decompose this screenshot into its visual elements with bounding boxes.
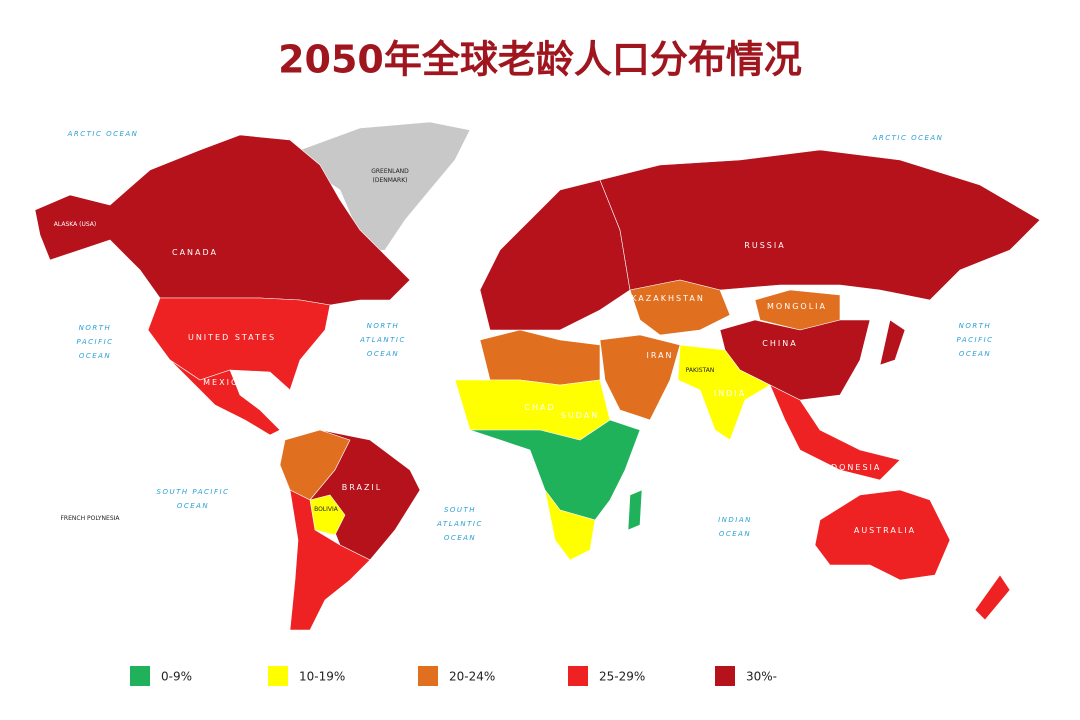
ocean-label: NORTH <box>79 324 112 332</box>
ocean-label: OCEAN <box>79 352 111 360</box>
legend-swatch <box>715 666 735 686</box>
legend-label: 20-24% <box>449 670 495 684</box>
map-labels: ARCTIC OCEAN ARCTIC OCEAN GREENLAND (DEN… <box>54 130 993 542</box>
legend-swatch <box>268 666 288 686</box>
legend-label: 30%- <box>746 670 777 684</box>
place-label: FRENCH POLYNESIA <box>60 515 120 522</box>
ocean-label: ATLANTIC <box>436 520 483 528</box>
kazakhstan <box>629 279 731 336</box>
country-label: INDONESIA <box>819 463 882 472</box>
ocean-label: PACIFIC <box>956 336 993 344</box>
ocean-label: PACIFIC <box>76 338 113 346</box>
country-label: RUSSIA <box>744 241 785 250</box>
country-label: (DENMARK) <box>373 177 408 184</box>
country-label: CHINA <box>762 339 797 348</box>
new-zealand <box>974 574 1011 621</box>
country-label: IRAN <box>646 351 673 360</box>
country-label: MONGOLIA <box>767 302 827 311</box>
ocean-label: OCEAN <box>719 530 751 538</box>
legend-swatch <box>568 666 588 686</box>
russia <box>599 149 1041 301</box>
southern-africa <box>544 489 596 561</box>
madagascar <box>627 489 643 531</box>
ocean-label: ATLANTIC <box>359 336 406 344</box>
australia <box>814 489 951 581</box>
ocean-label: OCEAN <box>444 534 476 542</box>
ocean-label: ARCTIC OCEAN <box>67 130 139 138</box>
ocean-label: ARCTIC OCEAN <box>872 134 944 142</box>
country-label: CHAD <box>524 403 555 412</box>
canada <box>34 134 411 306</box>
ocean-label: NORTH <box>959 322 992 330</box>
country-label: KAZAKHSTAN <box>631 294 705 303</box>
mexico <box>169 359 281 436</box>
country-label: GREENLAND <box>371 168 409 175</box>
legend-label: 25-29% <box>599 670 645 684</box>
ocean-label: OCEAN <box>367 350 399 358</box>
country-label: AUSTRALIA <box>854 526 916 535</box>
country-label: PAKISTAN <box>686 367 715 374</box>
japan <box>879 319 906 366</box>
country-label: CANADA <box>172 248 218 257</box>
central-africa <box>469 419 641 521</box>
map <box>34 121 1041 631</box>
south-america-south <box>289 489 371 631</box>
legend-label: 10-19% <box>299 670 345 684</box>
ocean-label: SOUTH <box>444 506 476 514</box>
middle-east <box>599 334 681 421</box>
country-label: ALASKA (USA) <box>54 221 96 228</box>
europe <box>479 179 631 331</box>
north-africa <box>479 329 601 386</box>
title: 2050年全球老龄人口分布情况 <box>278 38 802 82</box>
country-label: BOLIVIA <box>314 506 339 513</box>
country-label: SUDAN <box>561 411 599 420</box>
country-label: MEXICO <box>203 378 247 387</box>
ocean-label: NORTH <box>367 322 400 330</box>
india <box>677 344 771 441</box>
southeast-asia <box>769 384 901 481</box>
country-label: UNITED STATES <box>188 333 276 342</box>
legend: 0-9% 10-19% 20-24% 25-29% 30%- <box>130 666 777 686</box>
ocean-label: INDIAN <box>718 516 752 524</box>
ocean-label: OCEAN <box>177 502 209 510</box>
legend-swatch <box>130 666 150 686</box>
ocean-label: SOUTH PACIFIC <box>157 488 230 496</box>
legend-swatch <box>418 666 438 686</box>
country-label: INDIA <box>714 389 746 398</box>
country-label: BRAZIL <box>342 483 383 492</box>
ocean-label: OCEAN <box>959 350 991 358</box>
legend-label: 0-9% <box>161 670 192 684</box>
usa <box>147 297 331 391</box>
greenland <box>299 121 471 253</box>
